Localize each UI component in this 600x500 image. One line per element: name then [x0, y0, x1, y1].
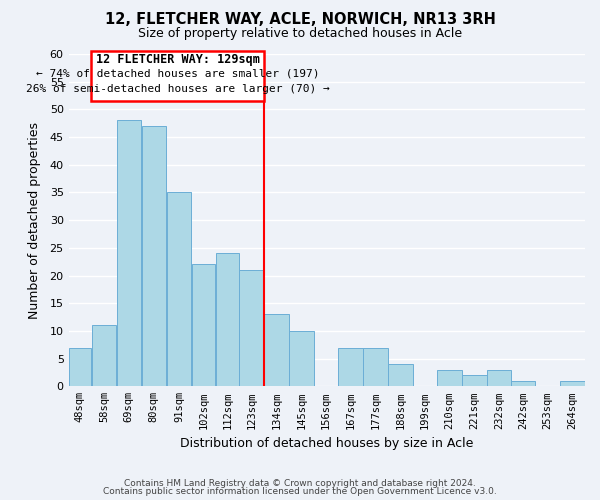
Bar: [265, 314, 289, 386]
Bar: [92, 326, 116, 386]
Bar: [167, 192, 191, 386]
Text: 12, FLETCHER WAY, ACLE, NORWICH, NR13 3RH: 12, FLETCHER WAY, ACLE, NORWICH, NR13 3R…: [104, 12, 496, 28]
X-axis label: Distribution of detached houses by size in Acle: Distribution of detached houses by size …: [180, 437, 473, 450]
Y-axis label: Number of detached properties: Number of detached properties: [28, 122, 41, 318]
Bar: [239, 270, 264, 386]
Text: ← 74% of detached houses are smaller (197): ← 74% of detached houses are smaller (19…: [36, 68, 320, 78]
Bar: [511, 381, 535, 386]
Bar: [142, 126, 166, 386]
Bar: [215, 254, 239, 386]
Text: Contains HM Land Registry data © Crown copyright and database right 2024.: Contains HM Land Registry data © Crown c…: [124, 478, 476, 488]
Bar: [338, 348, 363, 387]
FancyBboxPatch shape: [91, 51, 264, 101]
Text: Size of property relative to detached houses in Acle: Size of property relative to detached ho…: [138, 28, 462, 40]
Text: 26% of semi-detached houses are larger (70) →: 26% of semi-detached houses are larger (…: [26, 84, 329, 94]
Bar: [560, 381, 585, 386]
Text: 12 FLETCHER WAY: 129sqm: 12 FLETCHER WAY: 129sqm: [96, 53, 260, 66]
Bar: [191, 264, 215, 386]
Bar: [487, 370, 511, 386]
Bar: [388, 364, 413, 386]
Bar: [364, 348, 388, 387]
Bar: [116, 120, 141, 386]
Bar: [463, 375, 487, 386]
Text: Contains public sector information licensed under the Open Government Licence v3: Contains public sector information licen…: [103, 487, 497, 496]
Bar: [289, 331, 314, 386]
Bar: [69, 348, 91, 387]
Bar: [437, 370, 462, 386]
